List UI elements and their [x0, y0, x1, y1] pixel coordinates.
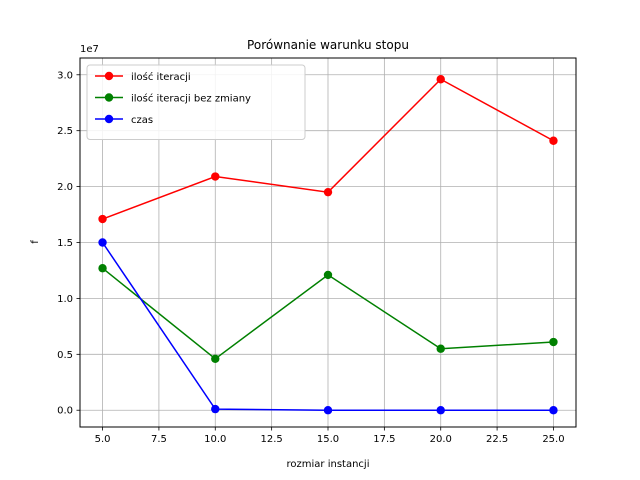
y-tick-label: 1.0	[57, 294, 73, 305]
x-tick-label: 15.0	[317, 434, 339, 445]
data-point	[549, 136, 558, 145]
legend-label: ilość iteracji bez zmiany	[131, 93, 251, 105]
series-2	[98, 264, 558, 363]
legend-marker	[104, 71, 114, 81]
y-axis-label: f	[30, 240, 41, 244]
y-tick-label: 0.5	[57, 350, 73, 361]
x-tick-label: 5.0	[95, 434, 111, 445]
data-point	[323, 187, 333, 197]
data-point	[549, 337, 558, 347]
data-point	[98, 238, 107, 247]
legend-item: ilość iteracji	[95, 71, 191, 83]
series-1	[98, 75, 558, 224]
series-layer	[98, 75, 558, 415]
legend-label: ilość iteracji	[131, 71, 191, 83]
data-point	[549, 406, 558, 415]
series-3	[98, 238, 558, 415]
data-point	[211, 404, 220, 414]
y-tick-label: 2.5	[57, 126, 73, 137]
legend-item: ilość iteracji bez zmiany	[95, 93, 251, 105]
x-tick-label: 10.0	[204, 434, 226, 445]
data-point	[436, 344, 445, 353]
legend-marker	[104, 93, 114, 102]
data-point	[323, 270, 333, 280]
legend-label: czas	[131, 115, 153, 126]
y-tick-label: 0.0	[57, 406, 73, 417]
y-axis-multiplier: 1e7	[80, 44, 99, 55]
legend-item: czas	[95, 114, 153, 126]
x-tick-label: 7.5	[151, 434, 167, 445]
x-tick-label: 17.5	[373, 434, 395, 445]
data-point	[436, 75, 445, 84]
x-tick-label: 20.0	[430, 434, 452, 445]
x-axis-label: rozmiar instancji	[287, 459, 370, 470]
legend: ilość iteracji ilość iteracji bez zmiany c…	[86, 64, 306, 140]
legend-marker	[104, 114, 114, 124]
legend-box	[86, 64, 306, 140]
x-tick-label: 12.5	[261, 434, 283, 445]
y-tick-label: 1.5	[57, 238, 73, 249]
data-point	[98, 264, 107, 273]
y-tick-label: 3.0	[57, 70, 73, 81]
data-point	[211, 354, 220, 363]
data-point	[323, 406, 333, 415]
x-tick-label: 25.0	[542, 434, 564, 445]
y-tick-label: 2.0	[57, 182, 73, 193]
data-point	[211, 172, 220, 181]
axes: 5.0 7.5 10.0 12.5 15.0 17.5 20.0 22.5 25.0 0.0 0.5…	[57, 70, 564, 445]
data-point	[436, 406, 445, 415]
x-tick-label: 22.5	[486, 434, 508, 445]
chart-title: Porównanie warunku stopu	[247, 38, 409, 52]
data-point	[98, 214, 107, 224]
